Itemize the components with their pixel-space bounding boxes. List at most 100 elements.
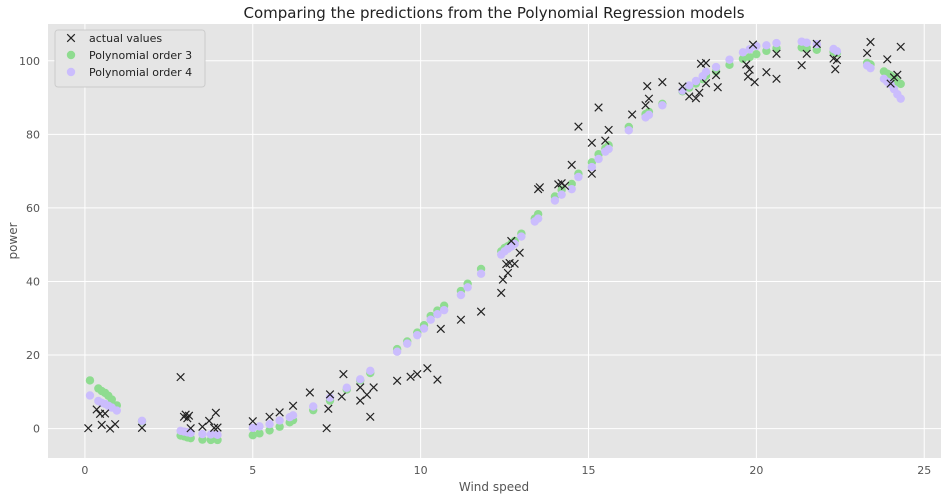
legend-label-poly4: Polynomial order 4 [89,66,192,79]
actual-value-point [574,122,583,131]
poly3-point [85,376,95,385]
poly4-point [356,375,365,384]
poly4-point [463,283,472,292]
actual-value-point [339,369,348,379]
actual-value-point [507,236,516,246]
poly4-point [802,38,811,47]
poly3-point [265,426,274,435]
poly4-point [567,184,576,194]
actual-value-point [745,65,754,74]
legend-box [54,29,206,88]
actual-value-point [84,423,93,433]
actual-value-point [742,60,751,69]
legend-marker-poly4 [66,67,76,77]
poly4-point [112,406,122,415]
actual-value-point [535,183,545,192]
poly3-point [896,79,905,89]
grid-lines [48,24,941,458]
y-tick-label: 0 [33,423,40,436]
poly4-point [896,94,905,103]
actual-value-point [886,79,895,88]
actual-value-point [812,39,822,49]
actual-value-point [587,169,597,178]
actual-value-point [413,369,422,379]
actual-value-point [423,364,432,373]
actual-value-point [560,181,570,191]
poly4-point [711,62,721,72]
poly4-point [533,214,543,223]
actual-value-point [498,275,508,284]
poly3-point [275,422,284,431]
actual-value-point [866,37,875,47]
poly4-point [392,347,402,356]
actual-value-point [883,55,892,64]
poly3-point [745,52,754,62]
actual-value-point [802,49,811,59]
legend-marker-poly3 [66,50,76,60]
poly4-point [476,269,486,278]
poly4-point [288,411,298,420]
legend-label-actual: actual values [89,32,162,45]
x-tick-label: 0 [81,464,88,477]
poly4-point [206,430,216,439]
actual-value-point [213,423,222,432]
actual-value-point [406,372,415,381]
y-tick-label: 80 [26,128,40,141]
actual-value-point [643,81,652,91]
poly4-point [517,232,526,241]
actual-value-point [325,390,335,399]
legend-label-poly3: Polynomial order 3 [89,49,192,62]
actual-value-point [701,58,711,68]
poly4-point [587,162,597,172]
plot-area [48,24,941,458]
poly4-point [213,430,222,440]
poly4-point [745,45,754,54]
actual-value-point [862,48,872,58]
y-tick-label: 100 [19,55,40,68]
actual-value-point [691,94,701,103]
poly4-point [342,383,351,392]
poly4-point [685,81,694,90]
actual-value-point [392,376,402,385]
actual-value-point [496,288,506,298]
actual-value-point [832,55,842,65]
actual-value-point [362,390,372,399]
actual-value-point [176,372,185,382]
actual-value-point [209,423,219,433]
poly4-point [265,419,274,429]
poly4-point [550,196,560,205]
poly4-point [557,190,566,199]
poly4-point [248,423,257,433]
actual-value-point [510,259,519,269]
actual-value-point [644,94,654,103]
actual-value-point [567,160,576,170]
x-tick-label: 5 [249,464,256,477]
actual-value-point [248,416,258,426]
actual-value-point [515,248,524,257]
poly4-point [725,55,734,64]
poly4-point [275,416,284,425]
actual-value-point [456,315,466,324]
chart-title: Comparing the predictions from the Polyn… [243,4,744,22]
actual-value-point [713,83,722,92]
actual-value-point [695,88,704,98]
x-tick-label: 10 [414,464,428,477]
x-axis-label: Wind speed [459,480,529,494]
actual-value-point [678,82,687,91]
poly3-point [248,430,257,440]
actual-value-point [604,125,613,135]
actual-value-point [750,77,759,87]
actual-value-point [797,60,806,70]
actual-value-point [355,383,365,392]
poly4-point [644,110,654,120]
actual-value-point [184,411,194,420]
actual-value-point [186,423,195,433]
poly3-point [738,54,748,64]
poly4-point [255,422,264,431]
actual-value-point [711,70,721,80]
poly4-point [403,339,412,348]
poly4-point [137,416,147,426]
actual-value-point [137,423,147,433]
